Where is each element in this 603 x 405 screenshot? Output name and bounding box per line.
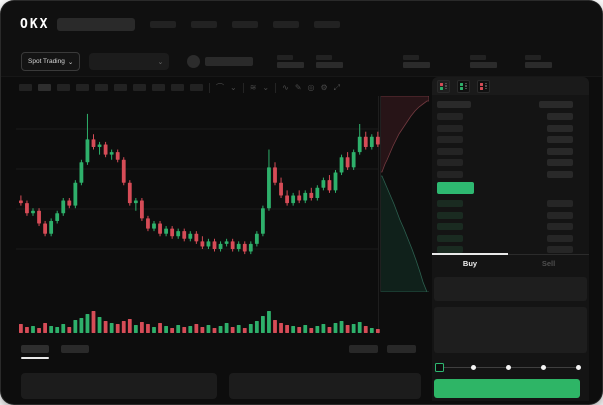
spot-trading-label: Spot Trading xyxy=(28,58,65,65)
nav-item-placeholder[interactable] xyxy=(191,20,218,28)
bid-row-price[interactable] xyxy=(437,211,463,219)
timeframe-button[interactable] xyxy=(76,84,89,91)
line-tool-icon[interactable]: ∿ xyxy=(282,82,289,92)
chevron-down-icon[interactable]: ⌄ xyxy=(230,82,237,92)
buy-submit-button[interactable] xyxy=(434,379,580,398)
amount-input[interactable] xyxy=(434,307,587,353)
ask-row-price[interactable] xyxy=(437,124,463,132)
nav-item-placeholder[interactable] xyxy=(273,20,300,28)
ask-row-price[interactable] xyxy=(437,136,463,143)
timeframe-button[interactable] xyxy=(95,84,108,91)
draw-icon[interactable]: ✎ xyxy=(294,82,302,92)
bottom-control[interactable] xyxy=(387,345,416,353)
bid-row-amount xyxy=(547,246,573,253)
price-input[interactable] xyxy=(434,277,587,301)
bottom-tab[interactable] xyxy=(61,345,89,353)
timeframe-button[interactable] xyxy=(57,84,70,91)
chart-bottom-right-controls xyxy=(349,345,416,353)
top-navigation: OKX xyxy=(1,1,602,48)
okx-logo: OKX xyxy=(20,16,50,32)
book-asks-icon[interactable] xyxy=(477,79,490,93)
tab-buy[interactable]: Buy xyxy=(462,259,478,268)
nav-item-placeholder[interactable] xyxy=(150,20,177,28)
timeframe-button[interactable] xyxy=(133,84,146,91)
ask-row-price[interactable] xyxy=(437,147,463,155)
chart-bottom-tabs xyxy=(21,345,89,353)
coin-logo-icon xyxy=(187,55,201,68)
price-column-header xyxy=(437,101,471,108)
amount-column-header xyxy=(539,101,573,108)
depth-chart xyxy=(380,96,429,292)
slider-step-dot[interactable] xyxy=(540,365,546,370)
timeframe-button[interactable] xyxy=(19,84,32,91)
timeframe-button[interactable] xyxy=(152,84,165,91)
timeframe-button[interactable] xyxy=(190,84,203,91)
bid-row-amount xyxy=(547,200,573,207)
order-book-header xyxy=(432,77,589,95)
timeframe-button[interactable] xyxy=(114,84,127,91)
ask-row-price[interactable] xyxy=(437,159,463,166)
last-price-badge[interactable] xyxy=(437,182,474,194)
slider-step-dot[interactable] xyxy=(575,365,581,370)
chevron-down-icon: ⌄ xyxy=(157,58,164,66)
bid-row-price[interactable] xyxy=(437,223,463,230)
bottom-panel-right xyxy=(229,373,421,399)
candlestick-chart[interactable] xyxy=(16,96,381,336)
stat-24h-high xyxy=(403,55,431,68)
ask-row-amount xyxy=(547,147,573,155)
sell-tab-indicator xyxy=(508,254,589,255)
stat-24h-change xyxy=(316,55,344,68)
stat-24h-volume xyxy=(525,55,553,68)
spot-trading-dropdown[interactable]: Spot Trading ⌄ xyxy=(21,52,81,71)
pair-selector-dropdown[interactable]: ⌄ xyxy=(89,53,170,70)
bid-row-amount xyxy=(547,223,573,230)
bid-row-price[interactable] xyxy=(437,234,463,242)
bid-row-amount xyxy=(547,211,573,219)
toolbar-divider xyxy=(209,82,210,93)
amount-slider-handle[interactable] xyxy=(435,363,444,372)
bottom-control[interactable] xyxy=(349,345,378,353)
toolbar-divider xyxy=(242,82,244,93)
ask-row-price[interactable] xyxy=(437,113,463,120)
order-book-panel: Buy Sell xyxy=(432,77,589,401)
chevron-down-icon[interactable]: ⌄ xyxy=(262,82,270,92)
settings-gear-icon[interactable]: ⚙ xyxy=(320,82,328,92)
timeframe-button[interactable] xyxy=(171,84,184,91)
book-bids-icon[interactable] xyxy=(457,79,470,93)
market-header-row: Spot Trading ⌄ ⌄ xyxy=(1,47,602,77)
bottom-tab-active[interactable] xyxy=(21,345,49,353)
tab-sell[interactable]: Sell xyxy=(541,259,556,268)
bid-row-amount xyxy=(547,234,573,242)
camera-icon[interactable]: ◎ xyxy=(307,82,315,92)
ask-row-amount xyxy=(547,124,573,132)
chevron-down-icon: ⌄ xyxy=(67,58,74,66)
ask-row-amount xyxy=(547,170,573,178)
stat-last-price xyxy=(277,55,305,68)
pair-name-placeholder xyxy=(205,57,254,66)
slider-step-dot[interactable] xyxy=(505,365,511,370)
toolbar-divider xyxy=(275,82,277,93)
book-combined-icon[interactable] xyxy=(437,79,450,93)
slider-step-dot[interactable] xyxy=(470,365,476,370)
ask-row-amount xyxy=(547,159,573,166)
nav-item-placeholder[interactable] xyxy=(314,20,341,28)
bid-row-price[interactable] xyxy=(437,246,463,253)
search-input[interactable] xyxy=(57,17,136,31)
active-tab-underline xyxy=(21,357,49,359)
indicators-icon[interactable]: ≋ xyxy=(249,82,257,92)
chart-toolbar: ⌒ ⌄ ≋ ⌄ ∿ ✎ ◎ ⚙ ⤢ xyxy=(19,81,340,94)
stat-24h-low xyxy=(470,55,498,68)
ask-row-price[interactable] xyxy=(437,170,463,178)
buy-tab-indicator xyxy=(432,253,508,255)
nav-item-placeholder[interactable] xyxy=(232,20,259,28)
bottom-panel-left xyxy=(21,373,217,399)
bid-row-price[interactable] xyxy=(437,200,463,207)
ask-row-amount xyxy=(547,136,573,143)
chart-style-icon[interactable]: ⌒ xyxy=(216,82,224,92)
timeframe-button[interactable] xyxy=(38,84,51,91)
ask-row-amount xyxy=(547,113,573,120)
fullscreen-icon[interactable]: ⤢ xyxy=(333,82,341,92)
